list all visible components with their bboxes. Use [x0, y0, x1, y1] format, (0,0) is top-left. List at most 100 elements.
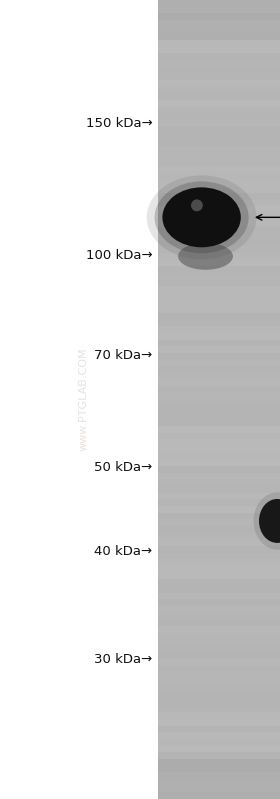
Bar	[158, 659, 280, 666]
Bar	[158, 666, 280, 673]
Text: 40 kDa→: 40 kDa→	[94, 545, 153, 558]
Bar	[158, 393, 280, 400]
Bar	[158, 466, 280, 473]
Bar	[158, 566, 280, 573]
Bar	[158, 373, 280, 380]
Bar	[158, 633, 280, 639]
Ellipse shape	[178, 243, 233, 270]
Bar	[158, 106, 280, 113]
Bar	[158, 380, 280, 386]
Bar	[158, 20, 280, 26]
Bar	[158, 706, 280, 713]
Bar	[158, 593, 280, 599]
Bar	[158, 453, 280, 459]
Bar	[158, 413, 280, 419]
Bar	[158, 353, 280, 360]
Bar	[158, 153, 280, 160]
Bar	[158, 559, 280, 566]
Bar	[158, 486, 280, 493]
Bar	[158, 419, 280, 426]
Bar	[158, 160, 280, 166]
Bar	[158, 745, 280, 753]
Bar	[158, 519, 280, 526]
Bar	[158, 513, 280, 519]
Bar	[158, 46, 280, 54]
Bar	[158, 126, 280, 133]
Bar	[158, 266, 280, 273]
Bar	[158, 34, 280, 40]
Bar	[158, 273, 280, 280]
Bar	[158, 260, 280, 266]
Bar	[158, 193, 280, 200]
Bar	[158, 400, 280, 406]
Bar	[158, 439, 280, 446]
Bar	[158, 526, 280, 533]
Bar	[158, 546, 280, 553]
Text: 70 kDa→: 70 kDa→	[94, 349, 153, 362]
Bar	[158, 653, 280, 659]
Bar	[158, 426, 280, 433]
Bar	[158, 240, 280, 246]
Bar	[158, 60, 280, 66]
Bar	[158, 499, 280, 506]
Bar	[158, 233, 280, 240]
Bar	[158, 0, 280, 6]
Ellipse shape	[155, 181, 249, 253]
Bar	[158, 180, 280, 186]
Ellipse shape	[147, 175, 256, 259]
Bar	[158, 793, 280, 799]
Bar	[158, 346, 280, 353]
Bar	[158, 773, 280, 779]
Bar	[158, 539, 280, 546]
Bar	[158, 40, 280, 46]
Bar	[158, 759, 280, 799]
Bar	[158, 493, 280, 499]
Bar	[158, 186, 280, 193]
Bar	[158, 586, 280, 593]
Bar	[158, 739, 280, 745]
Bar	[158, 446, 280, 453]
Bar	[158, 626, 280, 633]
Bar	[158, 66, 280, 74]
Bar	[158, 166, 280, 173]
Bar	[158, 719, 280, 725]
Bar	[158, 306, 280, 313]
Bar	[158, 100, 280, 106]
Bar	[158, 679, 280, 686]
Bar	[158, 599, 280, 606]
Bar	[158, 320, 280, 326]
Bar	[158, 253, 280, 260]
Bar	[158, 699, 280, 706]
Bar	[158, 313, 280, 320]
Bar	[158, 639, 280, 646]
Bar	[158, 326, 280, 333]
Bar	[158, 765, 280, 773]
Bar	[158, 693, 280, 699]
Bar	[158, 54, 280, 60]
Bar	[158, 366, 280, 373]
Bar	[158, 506, 280, 513]
Bar	[158, 293, 280, 300]
Bar	[158, 553, 280, 559]
Bar	[158, 613, 280, 619]
Bar	[158, 646, 280, 653]
Bar	[158, 0, 280, 799]
Text: 100 kDa→: 100 kDa→	[86, 249, 153, 262]
Bar	[158, 120, 280, 126]
Bar	[158, 473, 280, 479]
Bar	[158, 433, 280, 439]
Bar	[158, 573, 280, 579]
Text: 30 kDa→: 30 kDa→	[94, 653, 153, 666]
Bar	[158, 753, 280, 759]
Bar	[158, 280, 280, 286]
Bar	[158, 173, 280, 180]
Bar	[158, 226, 280, 233]
Bar	[158, 140, 280, 146]
Bar	[158, 733, 280, 739]
Bar	[158, 340, 280, 346]
Bar	[158, 133, 280, 140]
Text: 50 kDa→: 50 kDa→	[94, 461, 153, 474]
Bar	[158, 579, 280, 586]
Bar	[158, 459, 280, 466]
Bar	[158, 14, 280, 20]
